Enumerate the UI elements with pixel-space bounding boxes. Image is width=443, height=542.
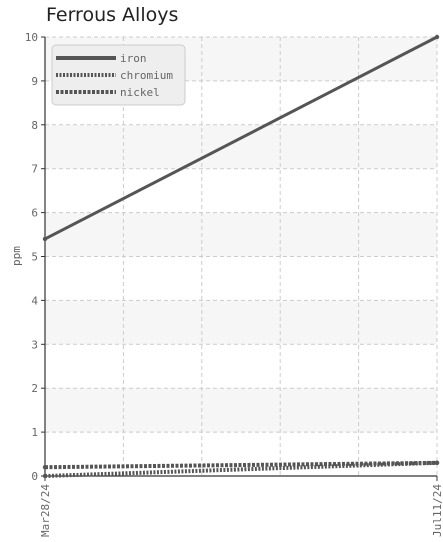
y-tick-label: 9 bbox=[31, 75, 38, 88]
y-axis-label: ppm bbox=[10, 246, 23, 266]
legend: iron chromium nickel bbox=[51, 44, 186, 106]
y-tick-label: 1 bbox=[31, 426, 38, 439]
series-line-nickel bbox=[44, 460, 438, 470]
plot-bands bbox=[45, 37, 437, 476]
series-lines bbox=[42, 34, 440, 479]
data-point-nickel bbox=[42, 465, 48, 470]
plot-band bbox=[45, 212, 437, 257]
y-tick-label: 8 bbox=[31, 119, 38, 132]
legend-label-chromium: chromium bbox=[120, 69, 173, 82]
chart-title: Ferrous Alloys bbox=[46, 4, 179, 26]
y-tick-label: 6 bbox=[31, 207, 38, 220]
plot-band bbox=[45, 300, 437, 345]
y-tick-label: 2 bbox=[31, 382, 38, 395]
y-tick-label: 7 bbox=[31, 163, 38, 176]
legend-label-nickel: nickel bbox=[120, 86, 160, 99]
plot-band bbox=[45, 124, 437, 169]
y-tick-label: 0 bbox=[31, 470, 38, 483]
y-tick-label: 3 bbox=[31, 338, 38, 351]
x-ticks: Mar28/24 Jul11/24 bbox=[39, 476, 443, 537]
x-tick-label: Jul11/24 bbox=[431, 484, 443, 537]
series-line-iron bbox=[44, 35, 438, 241]
y-tick-label: 10 bbox=[25, 31, 38, 44]
y-ticks: 0 1 2 3 4 5 6 7 8 9 10 bbox=[25, 31, 45, 483]
data-point-chromium bbox=[42, 473, 48, 479]
y-tick-label: 4 bbox=[31, 294, 38, 307]
legend-label-iron: iron bbox=[120, 52, 147, 65]
plot-band bbox=[45, 344, 437, 389]
y-tick-label: 5 bbox=[31, 251, 38, 264]
data-point-iron bbox=[434, 34, 440, 40]
data-point-iron bbox=[42, 236, 48, 242]
plot-band bbox=[45, 168, 437, 213]
plot-band bbox=[45, 256, 437, 301]
plot-band bbox=[45, 388, 437, 433]
x-tick-label: Mar28/24 bbox=[39, 484, 52, 537]
data-point-nickel bbox=[434, 460, 440, 466]
